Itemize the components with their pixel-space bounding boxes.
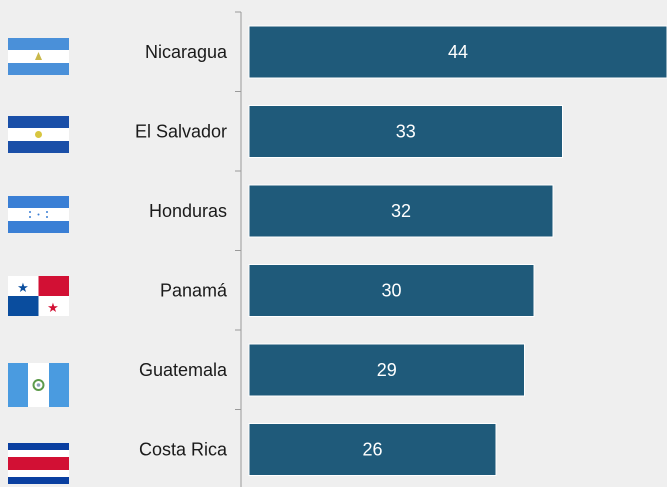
el-salvador-flag-icon xyxy=(8,116,69,153)
category-label: Nicaragua xyxy=(145,42,228,62)
data-label: 44 xyxy=(448,42,468,62)
bar-costa-rica xyxy=(248,423,497,476)
data-label: 32 xyxy=(391,201,411,221)
bar-nicaragua xyxy=(248,25,667,79)
category-label: Costa Rica xyxy=(139,440,228,460)
bar-panam- xyxy=(248,264,535,317)
svg-text:★: ★ xyxy=(17,281,29,296)
labels-layer: 44 Nicaragua 33 El Salvador 32 Honduras 30 Pana… xyxy=(135,42,468,460)
honduras-flag-icon xyxy=(8,196,69,233)
category-label: Panamá xyxy=(160,281,228,301)
costa-rica-flag-icon xyxy=(8,443,69,484)
guatemala-flag-icon xyxy=(8,363,69,407)
bars-layer xyxy=(248,25,667,476)
bar-honduras xyxy=(248,184,554,238)
panama-flag-icon: ★ ★ xyxy=(8,276,69,316)
data-label: 30 xyxy=(381,281,401,301)
nicaragua-flag-icon xyxy=(8,38,69,75)
data-label: 26 xyxy=(362,440,382,460)
data-label: 33 xyxy=(396,122,416,142)
category-label: El Salvador xyxy=(135,122,227,142)
data-label: 29 xyxy=(377,360,397,380)
bar-el-salvador xyxy=(248,105,563,158)
category-label: Honduras xyxy=(149,201,227,221)
axis-layer xyxy=(235,11,242,487)
category-label: Guatemala xyxy=(139,360,228,380)
bar-guatemala xyxy=(248,343,525,397)
svg-text:★: ★ xyxy=(47,301,59,316)
flags-group: ★ ★ xyxy=(8,38,69,484)
